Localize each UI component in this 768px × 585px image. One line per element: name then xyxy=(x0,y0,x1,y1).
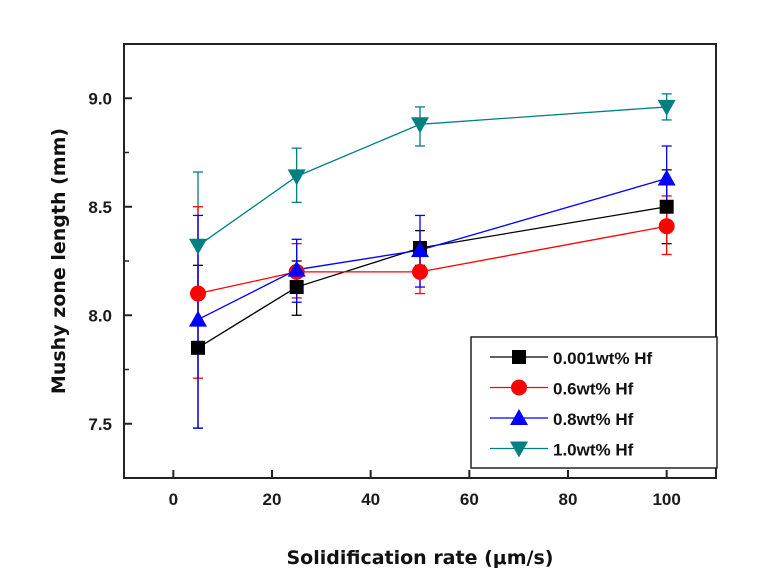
data-point xyxy=(658,218,675,235)
series-line xyxy=(197,106,667,247)
legend-marker xyxy=(510,409,528,425)
data-point xyxy=(657,169,676,186)
legend-label: 0.6wt% Hf xyxy=(553,380,634,399)
data-point xyxy=(411,241,429,258)
data-point xyxy=(659,199,674,214)
series-line xyxy=(197,177,667,321)
data-point xyxy=(657,99,676,116)
data-point xyxy=(411,117,429,134)
data-point xyxy=(190,285,206,302)
data-point xyxy=(287,169,306,186)
data-point xyxy=(189,238,207,255)
series-layer xyxy=(189,93,676,429)
x-axis-title: Solidification rate (μm/s) xyxy=(286,547,553,569)
data-point xyxy=(287,260,306,277)
legend-label: 1.0wt% Hf xyxy=(553,441,634,460)
y-tick-label: 9.0 xyxy=(88,89,112,108)
legend-marker xyxy=(511,379,527,396)
legend-label: 0.8wt% Hf xyxy=(553,410,634,429)
y-tick-label: 8.0 xyxy=(88,306,112,325)
legend-marker xyxy=(510,441,528,458)
y-tick-label: 7.5 xyxy=(88,415,112,434)
x-tick-label: 60 xyxy=(460,490,479,509)
y-axis-title: Mushy zone length (mm) xyxy=(48,128,70,394)
series-line xyxy=(197,206,667,349)
series-markers-3 xyxy=(189,99,676,255)
data-point xyxy=(191,340,205,355)
series-line xyxy=(197,225,667,295)
x-tick-label: 40 xyxy=(361,490,380,509)
series-markers-1 xyxy=(190,218,675,302)
x-tick-label: 80 xyxy=(559,490,578,509)
series-markers-0 xyxy=(191,199,674,355)
series-markers-2 xyxy=(189,169,676,327)
data-point xyxy=(412,263,428,280)
ticks-layer: 0 20 40 60 80 100 7.5 8.0 8.5 9.0 xyxy=(88,89,680,509)
x-tick-label: 20 xyxy=(263,490,282,509)
legend-marker xyxy=(512,350,526,364)
x-tick-label: 100 xyxy=(652,490,680,509)
x-tick-label: 0 xyxy=(169,490,178,509)
legend-label: 0.001wt% Hf xyxy=(553,349,653,368)
data-point xyxy=(289,280,304,295)
legend: 0.001wt% Hf 0.6wt% Hf 0.8wt% Hf 1.0wt% Hf xyxy=(470,336,718,469)
data-point xyxy=(189,310,207,327)
y-tick-label: 8.5 xyxy=(88,198,112,217)
